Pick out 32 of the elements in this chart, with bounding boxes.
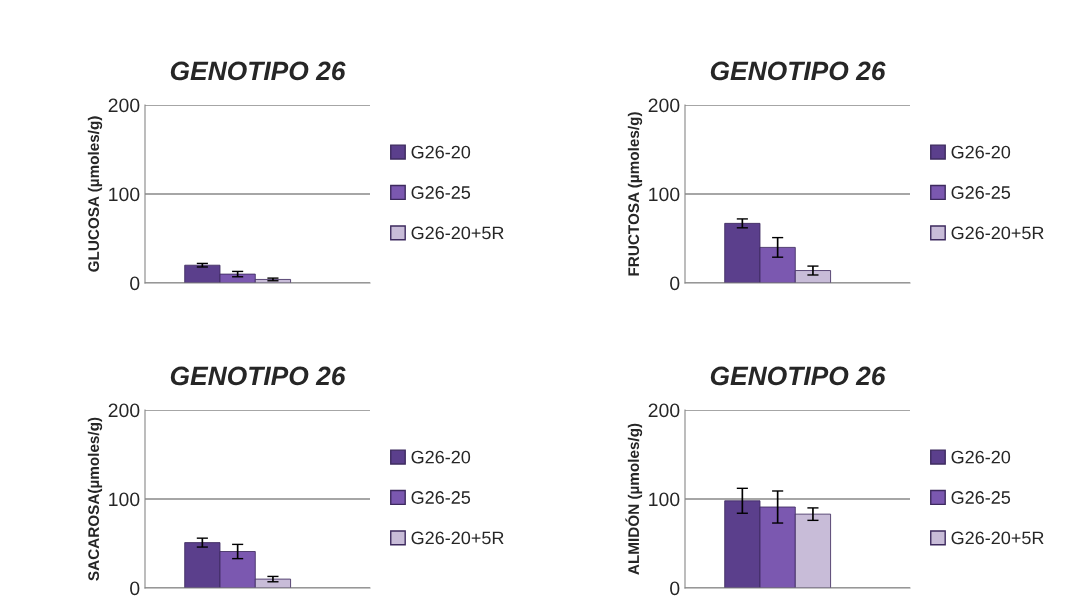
legend-label: G26-25 (411, 186, 471, 199)
legend-label: G26-20+5R (951, 226, 1044, 240)
legend-label: G26-20+5R (411, 531, 504, 545)
legend-label: G26-25 (411, 491, 471, 504)
chart-title: GENOTIPO 26 (170, 61, 346, 81)
chart-title: GENOTIPO 26 (710, 61, 886, 81)
legend-label: G26-25 (951, 491, 1011, 504)
legend-label: G26-20+5R (951, 531, 1044, 545)
y-tick-label: 200 (648, 403, 680, 418)
legend-label: G26-20 (411, 450, 471, 464)
y-axis-title: SACAROSA(µmoles/g) (87, 417, 103, 581)
y-tick-label: 200 (108, 403, 140, 418)
y-tick-label: 200 (648, 98, 680, 113)
y-tick-label: 0 (670, 276, 680, 291)
legend-label: G26-25 (951, 186, 1011, 199)
legend-label: G26-20+5R (411, 226, 504, 240)
y-tick-label: 0 (130, 581, 140, 596)
y-axis-title: GLUCOSA (µmoles/g) (87, 116, 103, 272)
y-tick-label: 200 (108, 98, 140, 113)
y-tick-label: 100 (109, 492, 140, 507)
chart-title: GENOTIPO 26 (710, 366, 886, 386)
y-tick-label: 100 (109, 187, 140, 202)
y-tick-label: 0 (670, 581, 680, 596)
legend-label: G26-20 (951, 145, 1011, 159)
y-axis-title: ALMIDÓN (µmoles/g) (625, 423, 643, 575)
legend-label: G26-20 (411, 145, 471, 159)
y-tick-label: 0 (130, 276, 140, 291)
y-axis-title: FRUCTOSA (µmoles/g) (627, 112, 643, 276)
legend-label: G26-20 (951, 450, 1011, 464)
y-tick-label: 100 (649, 187, 680, 202)
y-tick-label: 100 (649, 492, 680, 507)
chart-title: GENOTIPO 26 (170, 366, 346, 386)
